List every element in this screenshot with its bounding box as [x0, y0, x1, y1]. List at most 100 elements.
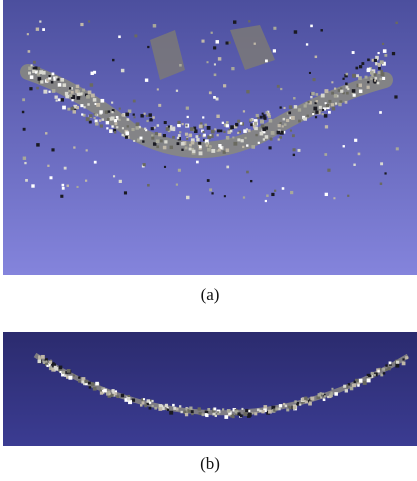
point [265, 59, 268, 62]
point [265, 200, 267, 202]
point [204, 124, 207, 127]
point [385, 369, 387, 371]
point [278, 138, 280, 140]
point [293, 148, 296, 151]
point [111, 111, 113, 113]
point [181, 142, 185, 146]
point [89, 114, 93, 118]
point [367, 378, 371, 382]
point [122, 127, 124, 129]
point [352, 89, 356, 93]
point [250, 180, 252, 182]
point [57, 78, 59, 80]
point [133, 100, 136, 103]
point [22, 111, 24, 113]
point [271, 131, 275, 135]
point [380, 60, 384, 64]
point [248, 20, 250, 22]
point [218, 57, 221, 60]
point [254, 43, 256, 45]
point [82, 89, 85, 92]
point [383, 372, 385, 374]
point [240, 414, 243, 417]
point [353, 164, 355, 166]
point [385, 364, 387, 366]
point [207, 179, 210, 182]
point [176, 184, 178, 186]
point [286, 408, 289, 411]
point [76, 85, 79, 88]
point [292, 134, 295, 137]
point [113, 175, 115, 177]
point [136, 126, 139, 129]
point [254, 122, 258, 126]
point [60, 98, 63, 101]
point [303, 117, 306, 120]
point [242, 146, 244, 148]
point [119, 108, 121, 110]
point [76, 106, 79, 109]
point [346, 73, 349, 76]
point [73, 146, 75, 148]
point [347, 195, 349, 197]
point [53, 78, 55, 80]
point [269, 119, 273, 123]
point [153, 24, 156, 27]
point [205, 413, 208, 416]
point [380, 183, 382, 185]
point [217, 129, 220, 132]
point [67, 369, 71, 373]
point [346, 92, 349, 95]
point [402, 362, 406, 366]
point [64, 374, 66, 376]
point [244, 137, 246, 139]
point [125, 136, 128, 139]
point [209, 134, 211, 136]
point [312, 113, 314, 115]
point [371, 372, 374, 375]
point [167, 409, 169, 411]
point [151, 137, 154, 140]
point [342, 78, 344, 80]
point [173, 128, 176, 131]
point [358, 153, 361, 156]
point [28, 72, 31, 75]
point [45, 360, 47, 362]
point [155, 132, 158, 135]
point [68, 90, 70, 92]
point [375, 63, 377, 65]
point [62, 106, 66, 110]
point [55, 76, 57, 78]
point [199, 134, 201, 136]
point [194, 129, 198, 133]
point [370, 77, 372, 79]
point [23, 128, 26, 131]
point [187, 116, 189, 118]
point [49, 361, 52, 364]
point [109, 130, 112, 133]
point [354, 139, 357, 142]
point [48, 75, 50, 77]
point [285, 405, 287, 407]
point [288, 406, 290, 408]
point [142, 401, 145, 404]
point [58, 98, 61, 101]
point [395, 22, 397, 24]
point [176, 408, 179, 411]
point [69, 94, 72, 97]
point [354, 381, 356, 383]
point [352, 74, 356, 78]
point [53, 77, 55, 79]
point [88, 382, 91, 385]
point [185, 124, 187, 126]
point [60, 78, 64, 82]
point [156, 145, 159, 148]
point [199, 151, 203, 155]
point [85, 180, 87, 182]
point [36, 87, 39, 90]
point [186, 138, 188, 140]
point [209, 91, 212, 94]
point [22, 98, 25, 101]
point [181, 123, 183, 125]
point [41, 355, 45, 359]
